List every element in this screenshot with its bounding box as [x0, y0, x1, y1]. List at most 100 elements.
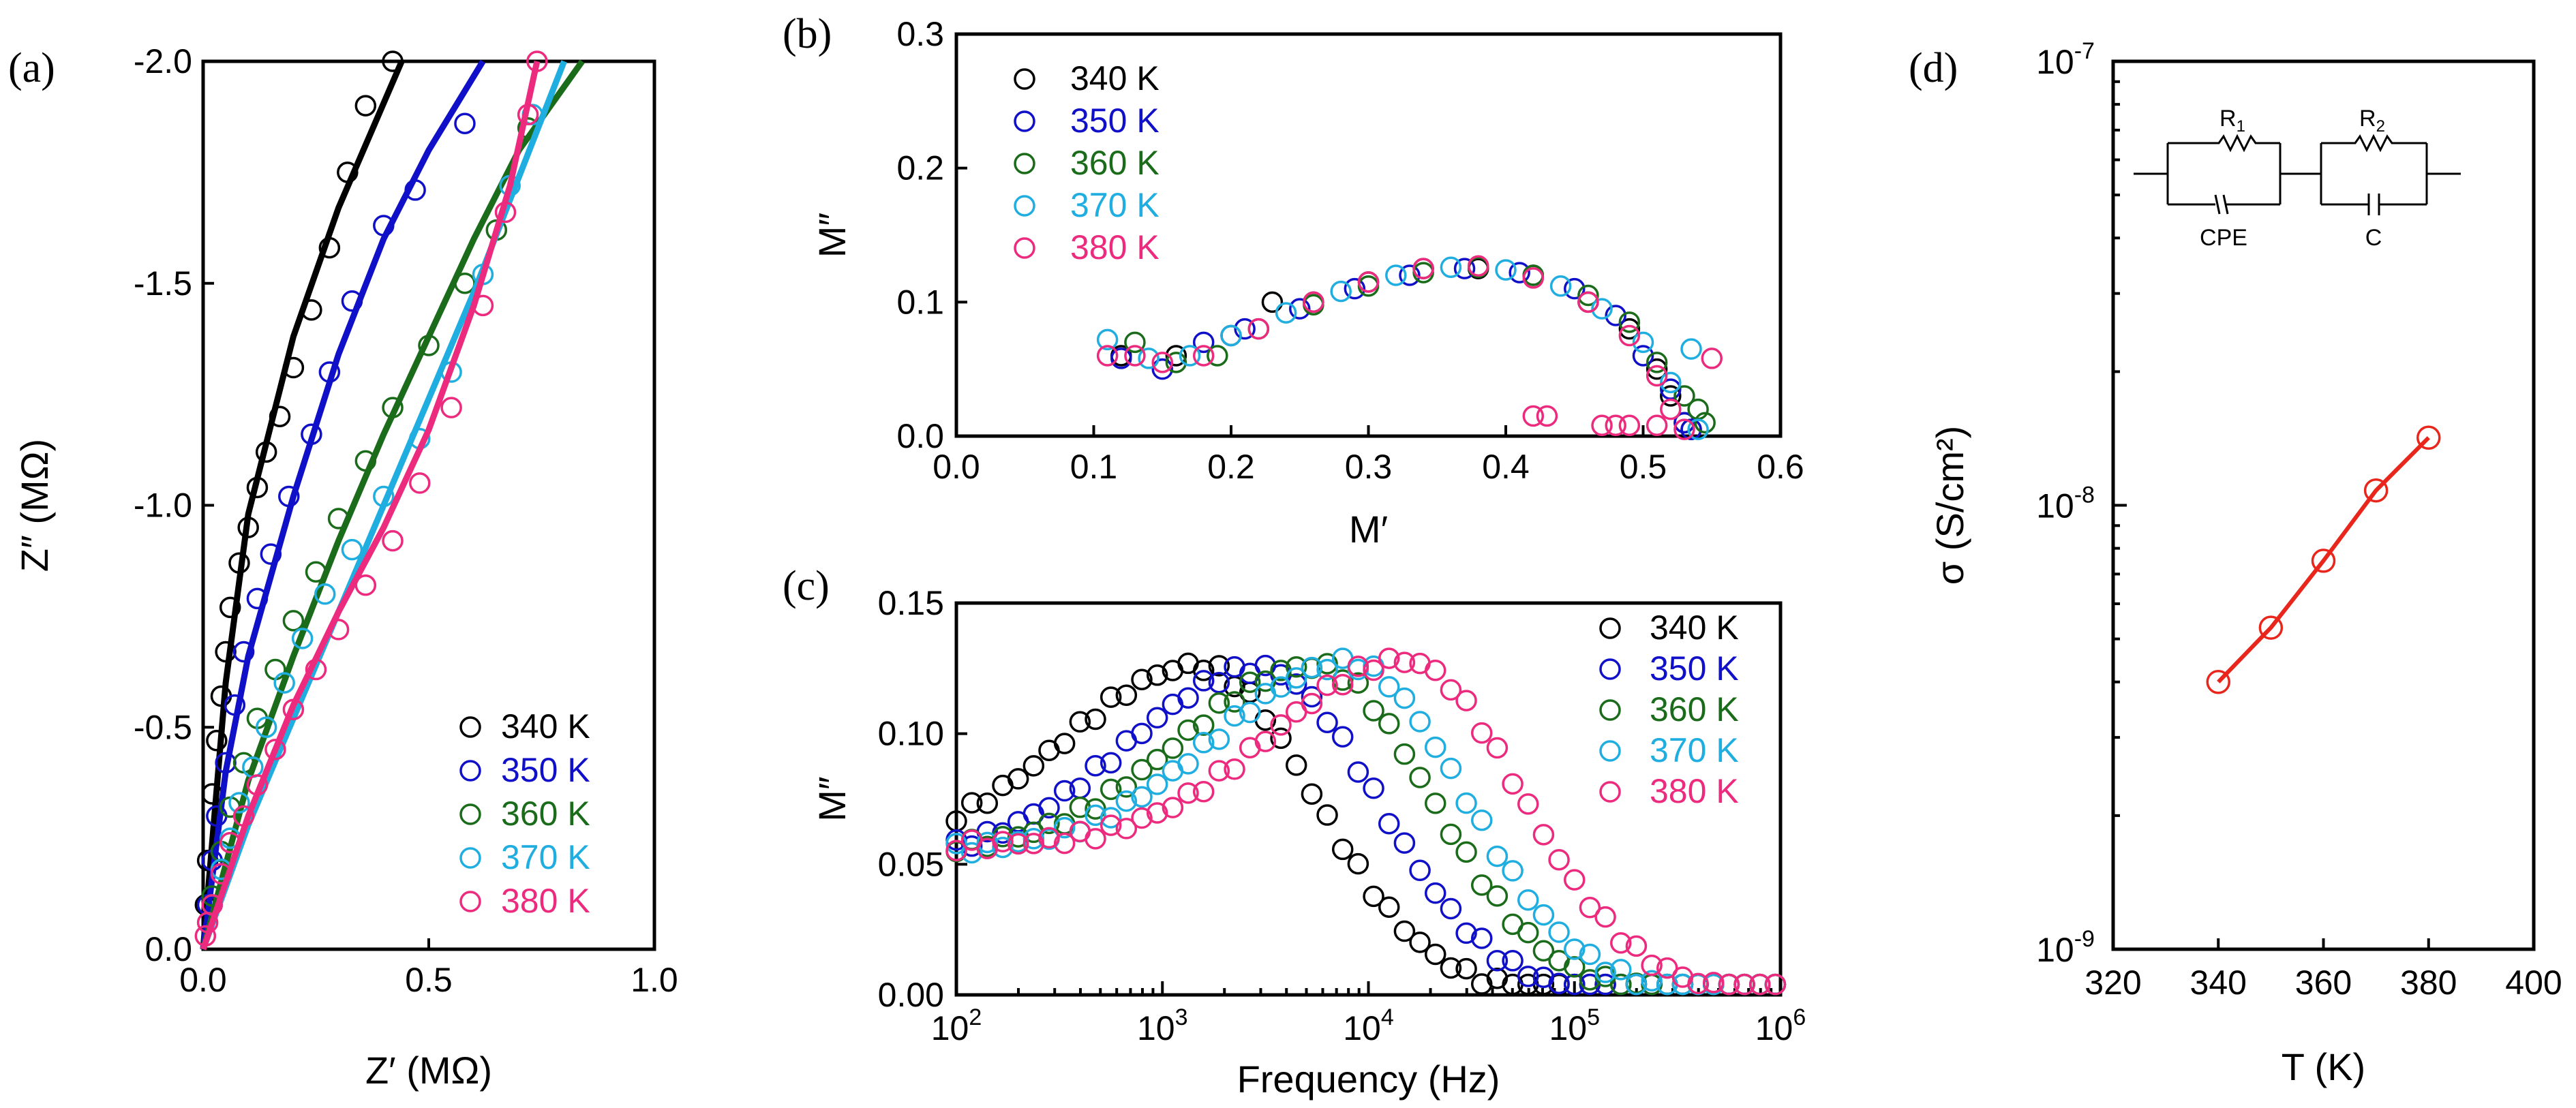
c-point [1146, 707, 1168, 729]
c-y-tick-label: 0.00 [878, 976, 944, 1014]
b-point [1591, 414, 1613, 437]
a-point [201, 894, 223, 916]
b-y-tick-label: 0.2 [896, 149, 944, 187]
d-y-tick-label: 10-8 [2036, 482, 2095, 525]
b-point [1261, 291, 1284, 313]
a-point [373, 215, 395, 236]
c-point [1254, 654, 1277, 677]
c-point [1486, 737, 1509, 759]
b-legend-label: 370 K [1070, 186, 1160, 224]
b-legend-label: 340 K [1070, 59, 1160, 97]
d-x-tick-label: 400 [2505, 964, 2562, 1002]
a-legend-label: 350 K [501, 751, 590, 789]
c-point [1038, 797, 1060, 819]
c-point [1378, 713, 1400, 735]
b-y-tick-label: 0.3 [896, 15, 944, 53]
c-point [1363, 659, 1384, 681]
d-point [2363, 478, 2389, 503]
b-point [1605, 305, 1626, 326]
c-point [1331, 838, 1354, 861]
d-x-tick-label: 320 [2085, 964, 2141, 1002]
c-point [1100, 814, 1122, 836]
b-x-tick-label: 0.1 [1070, 448, 1118, 486]
c-point [1470, 973, 1493, 995]
b-point [1701, 348, 1723, 369]
c-point [1671, 973, 1694, 996]
c-point [1470, 874, 1493, 896]
c-point [1409, 711, 1431, 733]
a-point [255, 716, 277, 738]
c-point [1038, 812, 1060, 835]
a-point [382, 50, 404, 72]
c-point [1393, 832, 1416, 854]
a-y-tick-label: -0.5 [134, 708, 192, 746]
b-point [1694, 412, 1716, 434]
b-point [1549, 275, 1572, 297]
d-y-axis-label: σ (S/cm²) [1928, 426, 1971, 585]
c-point [1363, 885, 1384, 908]
panel-c-plot: 102 103 104 105 106 0.00 0.05 0.10 0.15 Frequency… [810, 584, 1806, 1101]
c-point [1393, 743, 1416, 765]
b-point [1344, 277, 1366, 300]
a-point [494, 201, 517, 224]
panel-c: (c) 102 103 104 105 106 0.00 0.05 0.10 0.15 Frequ… [783, 563, 1806, 1101]
b-point [1275, 302, 1297, 324]
c-point [1177, 719, 1199, 741]
c-legend-label: 370 K [1650, 731, 1739, 769]
a-x-tick-label: 1.0 [631, 961, 678, 999]
c-point [1502, 950, 1524, 972]
b-point [1151, 358, 1173, 380]
c-point [1579, 897, 1601, 919]
a-point [228, 552, 250, 574]
b-x-tick-label: 0.0 [933, 448, 980, 486]
c-point [1455, 841, 1477, 863]
b-x-tick-label: 0.3 [1345, 448, 1393, 486]
c-point [1316, 658, 1338, 681]
a-y-tick-label: -1.5 [134, 264, 192, 303]
c-point [1254, 670, 1277, 692]
a-point [354, 95, 377, 117]
c-point [1486, 885, 1509, 907]
c-point [1440, 679, 1462, 701]
c-point [1470, 927, 1493, 949]
b-point [1673, 412, 1695, 434]
panel-d-label: (d) [1909, 45, 1958, 91]
b-x-tick-label: 0.5 [1620, 448, 1667, 486]
c-point [1564, 869, 1586, 891]
a-point [264, 739, 286, 760]
a-x-tick-label: 0.0 [179, 961, 227, 999]
c-point [1517, 966, 1539, 987]
c-point [1347, 656, 1369, 677]
b-point [1673, 385, 1695, 407]
c-point [1022, 833, 1045, 855]
c-point [1378, 676, 1400, 698]
c-point [1192, 732, 1215, 754]
b-point [1660, 385, 1682, 407]
c-point [1625, 935, 1648, 957]
b-point [1151, 352, 1173, 373]
c-point [1007, 768, 1029, 790]
b-legend-marker [1014, 68, 1035, 90]
c-x-tick-label: 102 [931, 1004, 982, 1047]
b-point [1660, 371, 1682, 394]
c-point [1347, 852, 1369, 875]
c-legend-marker [1599, 740, 1621, 762]
c-point [1455, 922, 1477, 944]
a-point [219, 831, 241, 854]
a-point [305, 561, 327, 583]
a-point [194, 925, 217, 947]
c-legend-label: 340 K [1650, 609, 1739, 647]
b-point [1522, 405, 1545, 427]
a-point [341, 290, 363, 312]
a-point [282, 356, 305, 379]
c-point [1532, 824, 1555, 846]
b-y-axis-label: M″ [810, 213, 853, 258]
c-point [1285, 656, 1307, 678]
c-point [960, 792, 983, 814]
c-point [1146, 802, 1168, 824]
c-point [1548, 921, 1570, 943]
c-point [1517, 889, 1539, 911]
b-point [1192, 331, 1215, 354]
c-point [1363, 778, 1384, 799]
c-point [1162, 737, 1184, 759]
